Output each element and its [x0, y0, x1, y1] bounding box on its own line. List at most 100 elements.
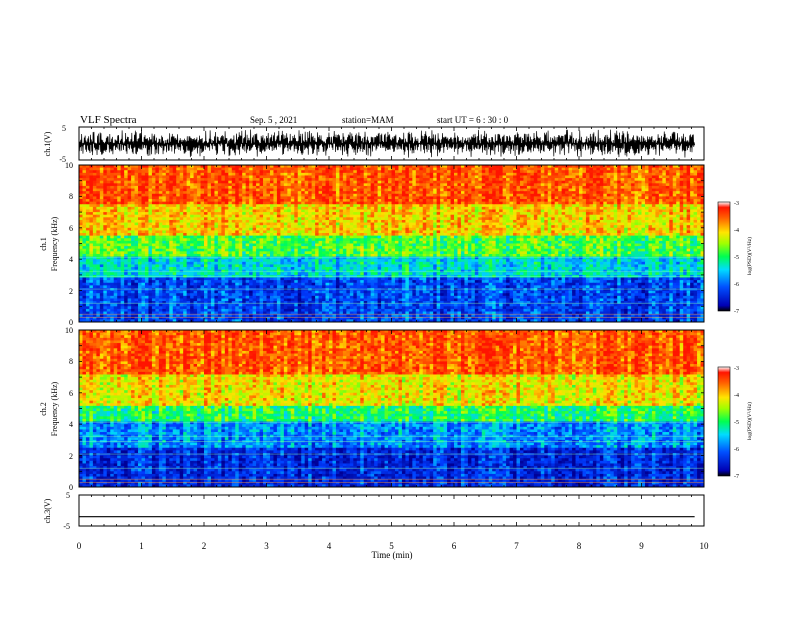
spectrogram-cell	[252, 172, 257, 176]
spectrogram-cell	[131, 193, 135, 197]
spectrogram-cell	[658, 178, 663, 182]
spectrogram-cell	[606, 175, 611, 179]
spectrogram-cell	[568, 188, 573, 192]
spectrogram-cell	[575, 165, 580, 169]
spectrogram-cell	[648, 222, 653, 226]
spectrogram-cell	[228, 204, 233, 208]
spectrogram-cell	[610, 180, 615, 184]
spectrogram-cell	[259, 172, 264, 176]
spectrogram-cell	[367, 217, 372, 221]
spectrogram-cell	[110, 219, 115, 223]
spectrogram-cell	[124, 230, 129, 234]
spectrogram-cell	[165, 214, 170, 218]
spectrogram-cell	[127, 185, 132, 189]
spectrogram-cell	[263, 235, 267, 239]
spectrogram-cell	[443, 191, 448, 195]
spectrogram-cell	[210, 235, 215, 239]
spectrogram-cell	[297, 185, 302, 189]
spectrogram-cell	[322, 209, 326, 213]
spectrogram-cell	[207, 185, 212, 189]
spectrogram-cell	[478, 212, 483, 216]
spectrogram-cell	[138, 230, 142, 234]
spectrogram-cell	[638, 227, 642, 231]
spectrogram-cell	[474, 191, 479, 195]
spectrogram-cell	[131, 219, 135, 223]
spectrogram-cell	[592, 206, 597, 210]
spectrogram-cell	[322, 235, 326, 239]
spectrogram-cell	[144, 180, 149, 184]
spectrogram-cell	[273, 230, 278, 234]
spectrogram-cell	[85, 178, 90, 182]
spectrogram-cell	[144, 227, 149, 231]
spectrogram-cell	[547, 230, 552, 234]
spectrogram-cell	[287, 196, 292, 200]
spectrogram-cell	[249, 204, 254, 208]
spectrogram-cell	[467, 230, 472, 234]
spectrogram-cell	[506, 233, 510, 237]
spectrogram-cell	[634, 193, 639, 197]
spectrogram-cell	[124, 165, 129, 169]
spectrogram-cell	[388, 178, 392, 182]
spectrogram-cell	[353, 193, 358, 197]
spectrogram-cell	[186, 175, 191, 179]
spectrogram-cell	[252, 199, 257, 203]
spectrogram-cell	[269, 225, 274, 229]
spectrogram-cell	[113, 225, 118, 229]
spectrogram-cell	[697, 178, 701, 182]
spectrogram-cell	[627, 193, 632, 197]
spectrogram-cell	[589, 170, 594, 174]
spectrogram-cell	[280, 191, 285, 195]
spectrogram-cell	[620, 225, 625, 229]
spectrogram-cell	[99, 233, 104, 237]
spectrogram-cell	[467, 206, 472, 210]
spectrogram-cell	[304, 180, 309, 184]
spectrogram-cell	[651, 212, 656, 216]
spectrogram-cell	[412, 217, 417, 221]
spectrogram-cell	[124, 185, 129, 189]
spectrogram-cell	[356, 199, 361, 203]
spectrogram-cell	[318, 233, 323, 237]
spectrogram-cell	[269, 235, 274, 239]
spectrogram-cell	[280, 185, 285, 189]
spectrogram-cell	[169, 170, 174, 174]
spectrogram-cell	[568, 165, 573, 169]
spectrogram-cell	[228, 233, 233, 237]
spectrogram-cell	[92, 172, 97, 176]
spectrogram-cell	[513, 227, 517, 231]
spectrogram-cell	[419, 191, 424, 195]
spectrogram-cell	[249, 193, 254, 197]
spectrogram-cell	[450, 167, 455, 171]
spectrogram-cell	[547, 201, 552, 205]
spectrogram-cell	[596, 167, 601, 171]
spectrogram-cell	[634, 222, 639, 226]
spectrogram-cell	[624, 193, 629, 197]
spectrogram-cell	[391, 185, 396, 189]
spectrogram-cell	[589, 180, 594, 184]
spectrogram-cell	[252, 219, 257, 223]
spectrogram-cell	[426, 212, 431, 216]
spectrogram-cell	[440, 214, 444, 218]
spectrogram-cell	[429, 217, 434, 221]
spectrogram-cell	[363, 178, 368, 182]
spectrogram-cell	[290, 219, 295, 223]
spectrogram-cell	[589, 201, 594, 205]
spectrogram-cell	[544, 167, 549, 171]
spectrogram-cell	[335, 204, 340, 208]
spectrogram-cell	[575, 167, 580, 171]
spectrogram-cell	[443, 178, 448, 182]
spectrogram-cell	[231, 227, 236, 231]
spectrogram-cell	[540, 167, 545, 171]
spectrogram-cell	[79, 209, 83, 213]
spectrogram-cell	[426, 217, 431, 221]
spectrogram-cell	[106, 170, 111, 174]
spectrogram-cell	[561, 165, 566, 169]
spectrogram-cell	[214, 185, 219, 189]
spectrogram-cell	[294, 170, 299, 174]
spectrogram-cell	[138, 180, 142, 184]
spectrogram-cell	[471, 175, 476, 179]
spectrogram-cell	[599, 180, 604, 184]
spectrogram-cell	[117, 199, 122, 203]
spectrogram-cell	[367, 191, 372, 195]
spectrogram-cell	[561, 214, 566, 218]
spectrogram-cell	[401, 219, 406, 223]
